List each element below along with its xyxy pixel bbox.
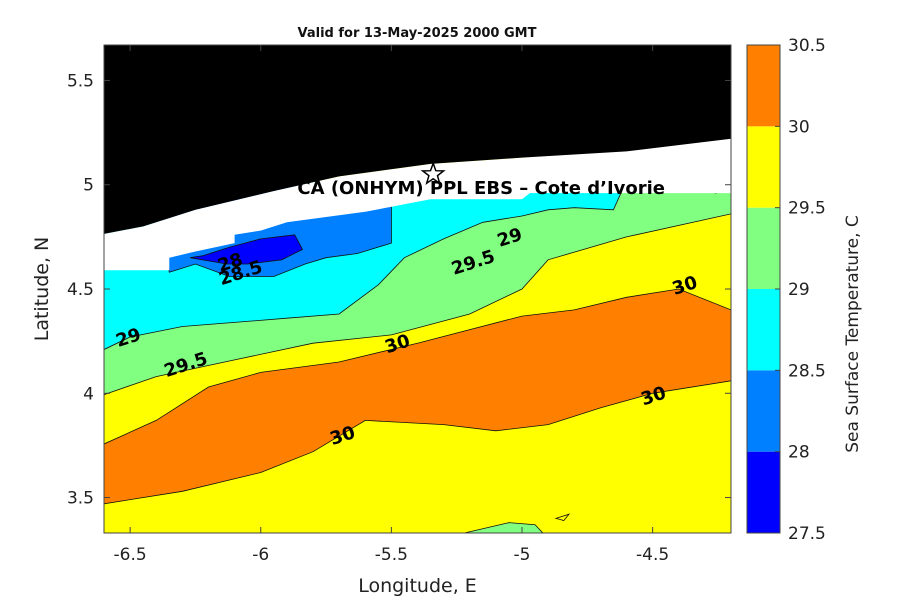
colorbar-segment: [747, 370, 780, 452]
colorbar-tick-label: 28: [788, 443, 810, 463]
y-axis: 3.5 4 4.5 5 5.5: [67, 71, 731, 509]
colorbar-label: Sea Surface Temperature, C: [843, 215, 863, 453]
x-tick-label: -5.5: [375, 545, 408, 565]
x-tick-label: -5: [514, 545, 531, 565]
site-marker-group: CA (ONHYM) PPL EBS – Cote d’Ivorie: [297, 161, 665, 199]
colorbar-tick-label: 28.5: [788, 361, 826, 381]
colorbar-tick-label: 29: [788, 280, 810, 300]
colorbar-segment: [747, 207, 780, 289]
y-tick-label: 4.5: [67, 280, 94, 300]
y-axis-label: Latitude, N: [31, 237, 53, 342]
colorbar: 27.5 28 28.5 29 29.5 30 30.5: [746, 36, 826, 544]
chart-title: Valid for 13-May-2025 2000 GMT: [298, 26, 537, 41]
x-tick-label: -6.5: [114, 545, 147, 565]
colorbar-segment: [747, 126, 780, 208]
colorbar-segment: [747, 45, 780, 127]
x-axis-label: Longitude, E: [358, 575, 477, 597]
x-tick-label: -4.5: [636, 545, 669, 565]
site-label: CA (ONHYM) PPL EBS – Cote d’Ivorie: [297, 178, 665, 199]
colorbar-tick-label: 27.5: [788, 524, 826, 544]
x-tick-label: -6: [252, 545, 269, 565]
y-tick-label: 3.5: [67, 489, 94, 509]
sst-contour-islet: [554, 513, 571, 521]
sst-band-30-30.5: [104, 288, 731, 505]
x-axis: -6.5 -6 -5.5 -5 -4.5: [114, 45, 669, 565]
sst-band-29-29.5-south: [464, 522, 544, 533]
land-area: [104, 45, 731, 234]
y-tick-label: 5: [83, 176, 94, 196]
colorbar-tick-label: 30.5: [788, 36, 826, 56]
y-tick-label: 5.5: [67, 71, 94, 91]
y-tick-label: 4: [83, 384, 94, 404]
colorbar-tick-label: 30: [788, 117, 810, 137]
colorbar-segment: [747, 451, 780, 533]
star-icon: [420, 161, 446, 185]
sst-band-27.5-28: [190, 234, 304, 265]
coastal-mask: [104, 136, 731, 271]
colorbar-segment: [747, 289, 780, 371]
land-mask: [104, 45, 731, 271]
colorbar-tick-label: 29.5: [788, 199, 826, 219]
